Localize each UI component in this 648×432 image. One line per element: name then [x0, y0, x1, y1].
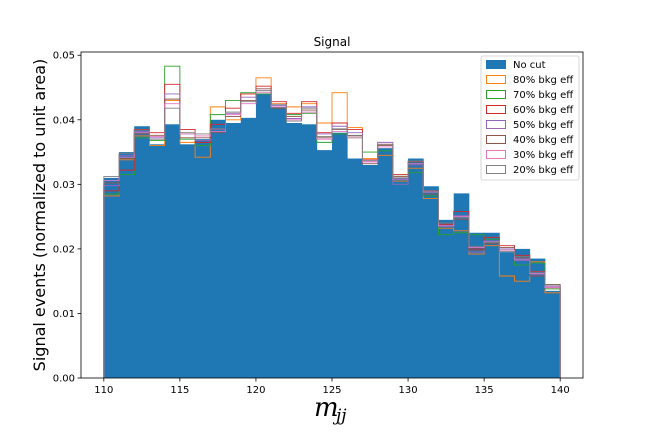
bar-no-cut	[119, 152, 135, 378]
legend-swatch	[486, 60, 506, 69]
bar-no-cut	[423, 186, 439, 378]
legend-label: 50% bkg eff	[513, 120, 574, 131]
bar-no-cut	[499, 252, 515, 378]
legend-swatch	[486, 165, 506, 174]
bar-no-cut	[316, 150, 333, 378]
x-tick-label: 115	[170, 385, 189, 396]
bar-no-cut	[240, 117, 257, 378]
x-axis-label-main: m	[314, 393, 339, 423]
legend-swatch	[486, 90, 506, 99]
step-outlines	[103, 65, 561, 378]
legend-swatch	[486, 150, 506, 159]
bar-no-cut	[392, 177, 409, 378]
legend-label: 30% bkg eff	[513, 150, 574, 161]
bar-no-cut	[529, 258, 546, 378]
bar-no-cut	[301, 124, 318, 378]
bar-no-cut	[544, 290, 561, 378]
y-axis-ticks: 0.00 0.01 0.02 0.03 0.04 0.05	[53, 51, 81, 385]
x-tick-label: 110	[94, 385, 113, 396]
bar-no-cut	[149, 144, 166, 378]
y-tick-label: 0.04	[53, 115, 75, 126]
legend-label: 40% bkg eff	[513, 135, 574, 146]
y-tick-label: 0.05	[53, 51, 75, 62]
series-line-7	[103, 90, 561, 378]
bar-no-cut	[377, 148, 394, 378]
legend-frame	[480, 55, 580, 181]
legend-swatch	[486, 120, 506, 129]
bar-no-cut	[362, 164, 379, 378]
legend-swatch	[486, 135, 506, 144]
x-tick-label: 125	[322, 385, 341, 396]
bar-no-cut	[271, 106, 287, 379]
bar-no-cut	[286, 123, 302, 378]
bar-no-cut	[453, 193, 470, 378]
bar-no-cut	[332, 132, 348, 378]
y-tick-label: 0.03	[53, 180, 75, 191]
bar-no-cut	[347, 158, 363, 378]
x-axis-label-subscript: jj	[332, 406, 347, 426]
x-tick-label: 135	[475, 385, 494, 396]
legend-label: 60% bkg eff	[513, 105, 574, 116]
legend: No cut 80% bkg eff 70% bkg eff 60% bkg eff 5…	[480, 55, 580, 181]
legend-label: 70% bkg eff	[513, 90, 574, 101]
x-axis-label: m jj	[314, 393, 347, 426]
x-tick-label: 120	[246, 385, 265, 396]
legend-swatch	[486, 105, 506, 114]
bar-no-cut	[179, 144, 196, 378]
x-tick-label: 140	[551, 385, 570, 396]
y-tick-label: 0.01	[53, 309, 75, 320]
bar-no-cut	[164, 124, 181, 378]
bar-no-cut	[255, 93, 272, 379]
x-tick-label: 130	[399, 385, 418, 396]
y-axis-label: Signal events (normalized to unit area)	[30, 59, 49, 372]
legend-label: 80% bkg eff	[513, 75, 574, 86]
legend-label: No cut	[513, 60, 546, 71]
x-axis-ticks: 110 115 120 125 130 135 140	[94, 378, 570, 396]
bar-no-cut	[195, 139, 211, 378]
y-tick-label: 0.02	[53, 244, 75, 255]
chart-title: Signal	[314, 35, 351, 49]
bar-no-cut	[484, 232, 500, 378]
bar-no-cut	[408, 158, 424, 378]
bar-no-cut	[438, 219, 455, 378]
filled-bars	[103, 93, 561, 379]
bar-no-cut	[103, 177, 120, 378]
legend-swatch	[486, 75, 506, 84]
bar-no-cut	[210, 119, 226, 379]
y-tick-label: 0.00	[53, 374, 75, 385]
bar-no-cut	[134, 126, 150, 378]
bar-no-cut	[468, 232, 485, 378]
legend-label: 20% bkg eff	[513, 165, 574, 176]
bar-no-cut	[225, 123, 242, 378]
bar-no-cut	[514, 248, 531, 378]
